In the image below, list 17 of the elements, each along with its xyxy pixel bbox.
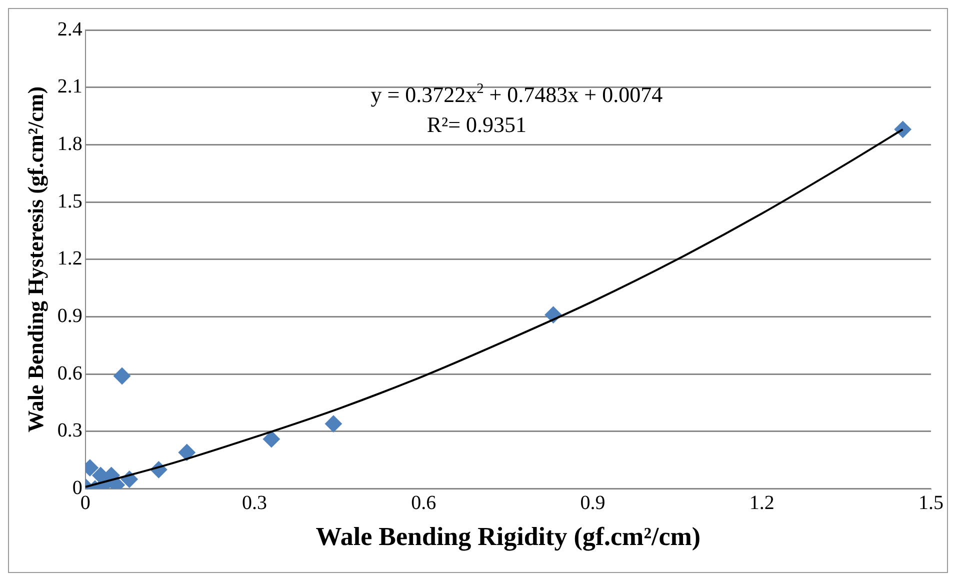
x-tick-label: 0.9 xyxy=(580,492,606,514)
x-tick-label: 0.3 xyxy=(242,492,268,514)
y-tick-label: 0.6 xyxy=(57,362,82,384)
x-tick-label: 1.2 xyxy=(749,492,774,514)
y-tick-label: 1.5 xyxy=(57,190,82,212)
y-tick-label: 2.4 xyxy=(57,18,82,40)
y-tick-label: 0 xyxy=(72,477,82,500)
x-axis-title: Wale Bending Rigidity (gf.cm²/cm) xyxy=(316,522,701,552)
annotation: R²= 0.9351 xyxy=(426,112,527,137)
y-tick-label: 0.9 xyxy=(57,305,82,327)
x-tick-label: 1.5 xyxy=(918,492,944,514)
y-tick-label: 1.8 xyxy=(57,132,82,155)
x-tick-label: 0.6 xyxy=(411,492,436,514)
y-tick-label: 0.3 xyxy=(57,420,82,442)
y-tick-label: 1.2 xyxy=(57,248,82,270)
y-axis-title: Wale Bending Hysteresis (gf.cm²/cm) xyxy=(22,86,48,432)
y-tick-label: 2.1 xyxy=(57,76,82,98)
